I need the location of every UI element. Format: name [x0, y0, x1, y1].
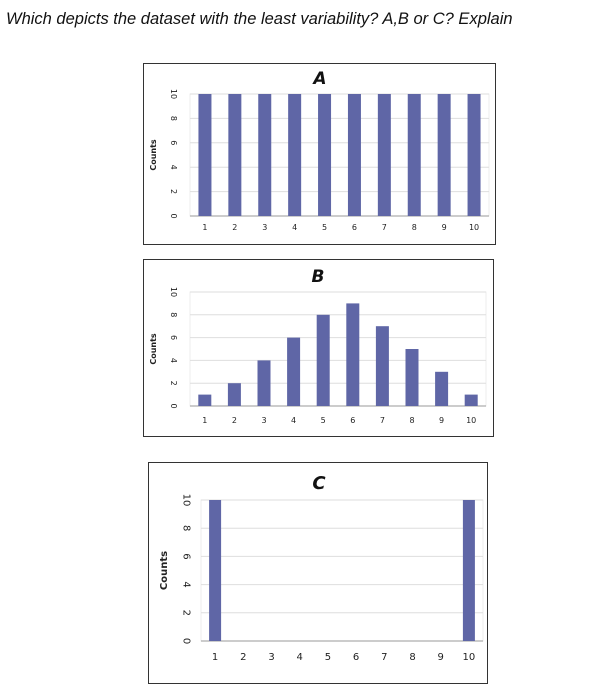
chart-a-xtick-label: 4 — [292, 223, 297, 232]
chart-c-bar — [209, 500, 222, 641]
chart-c-bar — [462, 500, 475, 641]
chart-c-panel: 0 2 4 6 8 10 1 2 3 4 5 6 7 8 9 10 Counts C — [148, 462, 488, 684]
chart-b-bar — [287, 337, 301, 406]
chart-a-bar — [467, 94, 481, 216]
chart-a-xtick-label: 1 — [202, 223, 207, 232]
chart-c-xtick-label: 4 — [297, 652, 303, 663]
chart-a-xtick-label: 5 — [322, 223, 327, 232]
chart-a-xtick-label: 3 — [262, 223, 267, 232]
chart-a-xtick-label: 7 — [382, 223, 387, 232]
chart-b-ytick-label: 0 — [169, 403, 178, 408]
chart-a-ytick-label: 4 — [169, 165, 178, 170]
chart-b-xtick-label: 9 — [439, 416, 444, 425]
chart-b-xtick-label: 4 — [291, 416, 296, 425]
chart-c-xtick-label: 3 — [268, 652, 274, 663]
chart-b-bar — [346, 303, 360, 406]
chart-a-ytick-label: 2 — [169, 189, 178, 194]
chart-a-bar — [377, 94, 391, 216]
chart-a-bar — [198, 94, 212, 216]
chart-b-ytick-label: 8 — [169, 312, 178, 317]
chart-b-xtick-label: 6 — [350, 416, 355, 425]
chart-b-xtick-label: 8 — [409, 416, 414, 425]
chart-c-xtick-label: 10 — [463, 652, 476, 663]
chart-b-xtick-label: 10 — [466, 416, 476, 425]
chart-a-bar — [288, 94, 302, 216]
chart-c-xtick-label: 9 — [438, 652, 444, 663]
chart-b-bar — [375, 326, 389, 406]
chart-b-bar — [405, 349, 419, 406]
chart-b-bar — [227, 383, 241, 406]
chart-b-bar — [257, 360, 271, 406]
chart-b-panel: 0 2 4 6 8 10 1 2 3 4 5 6 7 8 9 10 Counts B — [143, 259, 494, 437]
chart-c-xtick-label: 5 — [325, 652, 331, 663]
chart-b-bar — [316, 314, 330, 406]
chart-a-xtick-label: 6 — [352, 223, 357, 232]
chart-b-ytick-label: 4 — [169, 358, 178, 363]
chart-a-ylabel: Counts — [149, 139, 158, 171]
chart-a-xtick-label: 10 — [469, 223, 479, 232]
chart-c-xtick-label: 7 — [381, 652, 387, 663]
chart-a-bar — [347, 94, 361, 216]
chart-a-ytick-label: 6 — [169, 140, 178, 145]
chart-a-ytick-label: 10 — [169, 89, 178, 99]
chart-b-xtick-label: 1 — [202, 416, 207, 425]
chart-b-ytick-label: 10 — [169, 287, 178, 297]
chart-b-ytick-label: 6 — [169, 335, 178, 340]
chart-b-xtick-label: 5 — [321, 416, 326, 425]
chart-a-panel: 0 2 4 6 8 10 1 2 3 4 5 6 7 8 9 10 Counts A — [143, 63, 496, 245]
chart-c-ytick-label: 10 — [181, 494, 192, 507]
chart-b-xtick-label: 7 — [380, 416, 385, 425]
chart-c-ylabel: Counts — [159, 551, 170, 590]
chart-a-bar — [407, 94, 421, 216]
chart-b-ylabel: Counts — [149, 333, 158, 365]
chart-c-ytick-label: 4 — [181, 581, 192, 587]
chart-a-bar — [228, 94, 242, 216]
chart-c-xtick-label: 2 — [240, 652, 246, 663]
question-text: Which depicts the dataset with the least… — [6, 10, 513, 28]
chart-b-xtick-label: 2 — [232, 416, 237, 425]
chart-c-ytick-label: 2 — [181, 610, 192, 616]
chart-a-xtick-label: 9 — [442, 223, 447, 232]
chart-c-xtick-label: 6 — [353, 652, 359, 663]
chart-c-xtick-label: 1 — [212, 652, 218, 663]
chart-c-ytick-label: 8 — [181, 525, 192, 531]
chart-c-title: C — [312, 473, 326, 494]
chart-a-xtick-label: 8 — [412, 223, 417, 232]
chart-b-title: B — [312, 267, 325, 287]
chart-a-ytick-label: 0 — [169, 213, 178, 218]
chart-a-title: A — [311, 69, 326, 89]
chart-b-bar — [198, 394, 212, 406]
chart-b-bar — [464, 394, 478, 406]
chart-c-ytick-label: 6 — [181, 553, 192, 559]
chart-b-bar — [435, 371, 449, 406]
chart-a-ytick-label: 8 — [169, 116, 178, 121]
chart-c-xtick-label: 8 — [409, 652, 415, 663]
chart-b-xtick-label: 3 — [261, 416, 266, 425]
chart-c-plot-area — [200, 499, 484, 642]
chart-c-ytick-label: 0 — [181, 638, 192, 644]
chart-a-bar — [318, 94, 332, 216]
chart-a-xtick-label: 2 — [232, 223, 237, 232]
chart-a-bar — [258, 94, 272, 216]
chart-b-ytick-label: 2 — [169, 381, 178, 386]
chart-a-bar — [437, 94, 451, 216]
